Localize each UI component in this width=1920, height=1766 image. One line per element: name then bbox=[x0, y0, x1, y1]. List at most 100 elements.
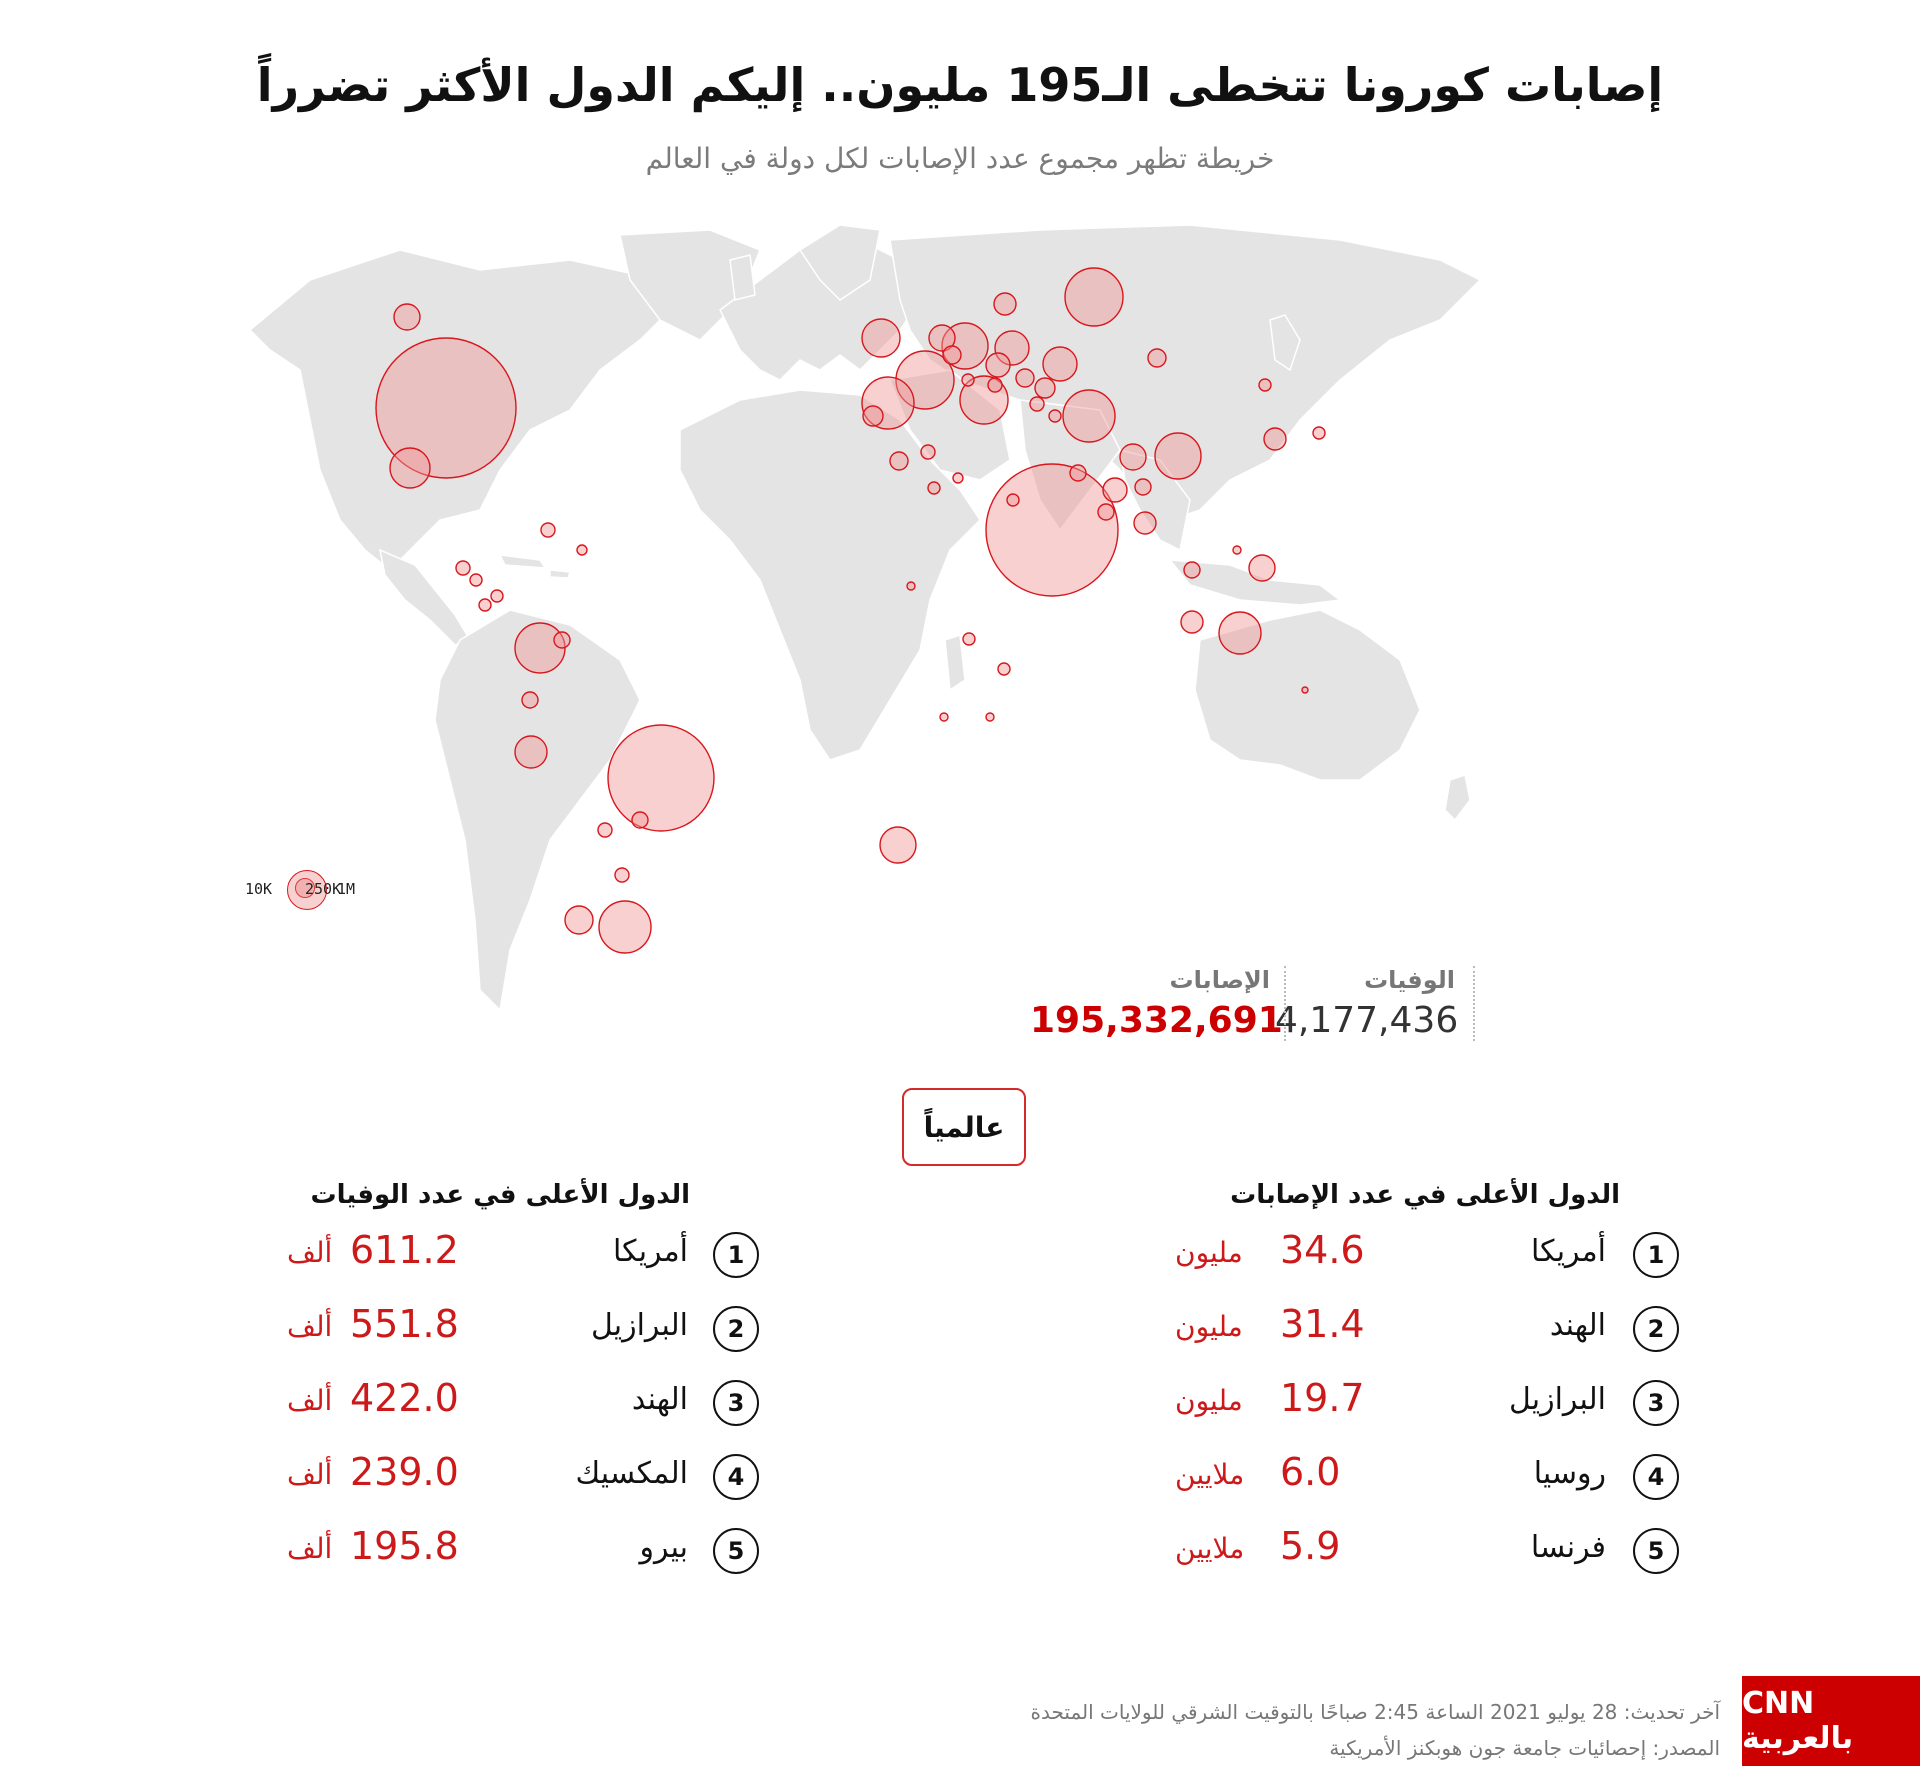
bubble-venezuela bbox=[553, 631, 571, 649]
bubble-nepal bbox=[1097, 503, 1115, 521]
bubble-dominican bbox=[576, 544, 588, 556]
bubble-france bbox=[895, 350, 955, 410]
ranking-row: 1 أمريكا 611.2 ألف bbox=[0, 1228, 1920, 1288]
stat-unit: مليون bbox=[1175, 1310, 1243, 1343]
country-name: المكسيك bbox=[575, 1456, 689, 1491]
bubble-cuba bbox=[540, 522, 556, 538]
stat-value: 5.9 bbox=[1280, 1524, 1341, 1568]
country-name: أمريكا bbox=[1530, 1234, 1606, 1269]
bubble-austria bbox=[987, 377, 1003, 393]
land-africa bbox=[679, 389, 981, 761]
bubble-spain bbox=[861, 376, 915, 430]
country-name: فرنسا bbox=[1530, 1530, 1606, 1565]
cnn-arabic-logo: CNN بالعربية bbox=[1742, 1676, 1920, 1766]
bubble-zambia bbox=[939, 712, 949, 722]
land-japan bbox=[1269, 314, 1301, 372]
bubble-thailand bbox=[1183, 561, 1201, 579]
top-cases-title: الدول الأعلى في عدد الإصابات bbox=[1230, 1180, 1620, 1210]
bubble-uk bbox=[861, 318, 901, 358]
bubble-hungary bbox=[1015, 368, 1035, 388]
bubble-germany bbox=[941, 322, 989, 370]
world-bubble-map bbox=[248, 224, 1482, 1012]
country-name: بيرو bbox=[639, 1530, 688, 1565]
bubble-romania bbox=[1034, 377, 1056, 399]
country-name: الهند bbox=[1549, 1308, 1606, 1343]
stat-unit: ملايين bbox=[1175, 1532, 1245, 1565]
bubble-colombia bbox=[514, 622, 566, 674]
bubble-philippines bbox=[1248, 554, 1276, 582]
bubble-canada bbox=[393, 303, 421, 331]
bubble-japan bbox=[1263, 427, 1287, 451]
rank-badge: 2 bbox=[713, 1306, 759, 1352]
bubble-mexico bbox=[389, 447, 431, 489]
legend-mid-circle bbox=[287, 870, 327, 910]
stat-value: 239.0 bbox=[350, 1450, 459, 1494]
top-deaths-title: الدول الأعلى في عدد الوفيات bbox=[310, 1180, 690, 1210]
bubble-brazil bbox=[607, 724, 715, 832]
bubble-israel bbox=[1069, 464, 1087, 482]
ranking-row: 3 البرازيل 19.7 مليون bbox=[0, 1376, 1920, 1436]
legend-large-label: 1M bbox=[337, 880, 356, 898]
bubble-malaysia bbox=[1180, 610, 1204, 634]
bubble-mozambique bbox=[985, 712, 995, 722]
bubble-turkey bbox=[1062, 389, 1116, 443]
rank-badge: 4 bbox=[713, 1454, 759, 1500]
rank-badge: 5 bbox=[713, 1528, 759, 1574]
total-deaths-label: الوفيات bbox=[1364, 966, 1455, 994]
stat-unit: ألف bbox=[287, 1236, 333, 1269]
land-new-zealand bbox=[1444, 774, 1471, 822]
rank-badge: 5 bbox=[1633, 1528, 1679, 1574]
bubble-iraq bbox=[1119, 443, 1147, 471]
total-cases: الإصابات 195,332,691 bbox=[1030, 966, 1286, 1041]
bubble-iran bbox=[1154, 432, 1202, 480]
bubble-indonesia bbox=[1218, 611, 1262, 655]
stat-unit: مليون bbox=[1175, 1236, 1243, 1269]
stat-value: 195.8 bbox=[350, 1524, 459, 1568]
stat-unit: ألف bbox=[287, 1310, 333, 1343]
country-name: أمريكا bbox=[612, 1234, 688, 1269]
bubble-morocco bbox=[889, 451, 909, 471]
bubble-ecuador bbox=[521, 691, 539, 709]
bubble-argentina bbox=[598, 900, 652, 954]
ranking-row: 4 المكسيك 239.0 ألف bbox=[0, 1450, 1920, 1510]
land-australia bbox=[1194, 609, 1421, 781]
scope-global-button[interactable]: عالمياً bbox=[902, 1088, 1026, 1166]
land-india bbox=[1019, 399, 1121, 532]
bubble-switzerland bbox=[961, 373, 975, 387]
country-name: البرازيل bbox=[591, 1308, 688, 1343]
bubble-tunisia bbox=[920, 444, 936, 460]
stat-unit: ألف bbox=[287, 1458, 333, 1491]
land-north-america bbox=[248, 249, 682, 572]
legend-small-label: 10K bbox=[245, 880, 273, 898]
land-arabia bbox=[888, 369, 1011, 481]
bubble-usa bbox=[375, 337, 517, 479]
stat-value: 31.4 bbox=[1280, 1302, 1365, 1346]
bubble-peru bbox=[514, 735, 548, 769]
ranking-row: 2 الهند 31.4 مليون bbox=[0, 1302, 1920, 1362]
land-indonesia bbox=[1168, 559, 1342, 606]
ranking-row: 4 روسيا 6.0 ملايين bbox=[0, 1450, 1920, 1510]
rank-badge: 1 bbox=[713, 1232, 759, 1278]
bubble-nigeria bbox=[906, 581, 916, 591]
ranking-row: 5 فرنسا 5.9 ملايين bbox=[0, 1524, 1920, 1584]
legend-mid-label: 250K bbox=[305, 880, 342, 898]
bubble-chile bbox=[564, 905, 594, 935]
country-name: روسيا bbox=[1533, 1456, 1606, 1491]
bubble-poland bbox=[994, 330, 1030, 366]
bubble-kenya bbox=[997, 662, 1011, 676]
stat-value: 611.2 bbox=[350, 1228, 459, 1272]
bubble-guatemala bbox=[455, 560, 471, 576]
bubble-australia bbox=[1301, 686, 1309, 694]
bubble-saudi bbox=[1134, 478, 1152, 496]
page-title: إصابات كورونا تتخطى الـ195 مليون.. إليكم… bbox=[256, 58, 1664, 112]
bubble-russia bbox=[1064, 267, 1124, 327]
bubble-belgium bbox=[942, 345, 962, 365]
land-uk bbox=[729, 254, 756, 301]
stat-value: 34.6 bbox=[1280, 1228, 1365, 1272]
land-masses bbox=[248, 224, 1482, 1012]
footer-source: المصدر: إحصائيات جامعة جون هوبكنز الأمري… bbox=[1329, 1736, 1720, 1760]
bubble-sweden bbox=[993, 292, 1017, 316]
bubbles bbox=[375, 267, 1326, 954]
ranking-row: 2 البرازيل 551.8 ألف bbox=[0, 1302, 1920, 1362]
bubble-egypt bbox=[1006, 493, 1020, 507]
